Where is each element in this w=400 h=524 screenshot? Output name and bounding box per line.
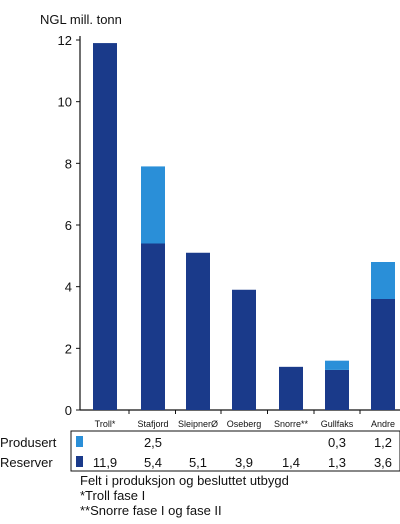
category-label: SleipnerØ (178, 419, 218, 429)
bar-reserver-1 (93, 43, 117, 410)
bar-produsert-6 (325, 360, 349, 370)
table-frame (70, 430, 400, 472)
data-label: 11,9 (93, 455, 117, 470)
legend-label: Produsert (0, 435, 57, 450)
category-labels: Troll* Stafjord SleipnerØ Oseberg Snorre** Gu… (95, 419, 395, 429)
footnote-3: **Snorre fase I og fase II (80, 503, 222, 518)
data-table: Produsert 2,5 0,3 1,2 Reserver 11,9 5,4 5,1 3,9 1… (0, 430, 400, 472)
data-label: 0,3 (328, 435, 346, 450)
data-label: 5,1 (189, 455, 207, 470)
y-tick-label: 8 (65, 156, 72, 171)
y-tick-label: 12 (58, 33, 72, 48)
bars (93, 43, 395, 410)
bar-reserver-3 (186, 252, 210, 410)
category-label: Stafjord (137, 419, 168, 429)
data-label: 5,4 (144, 455, 162, 470)
y-tick-label: 10 (58, 95, 72, 110)
y-axis-label: NGL mill. tonn (40, 12, 122, 27)
bar-produsert-7 (371, 262, 395, 299)
legend-label: Reserver (0, 455, 53, 470)
y-ticks: 0 2 4 6 8 10 12 (58, 33, 80, 418)
y-tick-label: 4 (65, 280, 72, 295)
data-label: 3,9 (235, 455, 253, 470)
category-label: Andre (371, 419, 395, 429)
bar-reserver-4 (232, 289, 256, 410)
bar-reserver-6 (325, 369, 349, 410)
category-label: Troll* (95, 419, 116, 429)
data-label: 3,6 (374, 455, 392, 470)
bar-produsert-2 (141, 166, 165, 244)
data-label: 1,4 (282, 455, 300, 470)
footnote-2: *Troll fase I (80, 488, 146, 503)
legend-swatch (76, 456, 83, 467)
y-tick-label: 0 (65, 403, 72, 418)
category-label: Snorre** (274, 419, 309, 429)
data-label: 1,3 (328, 455, 346, 470)
bar-reserver-2 (141, 243, 165, 410)
data-label: 1,2 (374, 435, 392, 450)
bar-reserver-5 (279, 366, 303, 410)
category-label: Oseberg (227, 419, 262, 429)
y-tick-label: 2 (65, 341, 72, 356)
bar-reserver-7 (371, 299, 395, 410)
data-label: 2,5 (144, 435, 162, 450)
legend-swatch (76, 436, 83, 447)
category-label: Gullfaks (321, 419, 354, 429)
footnote-1: Felt i produksjon og besluttet utbygd (80, 473, 289, 488)
y-tick-label: 6 (65, 218, 72, 233)
